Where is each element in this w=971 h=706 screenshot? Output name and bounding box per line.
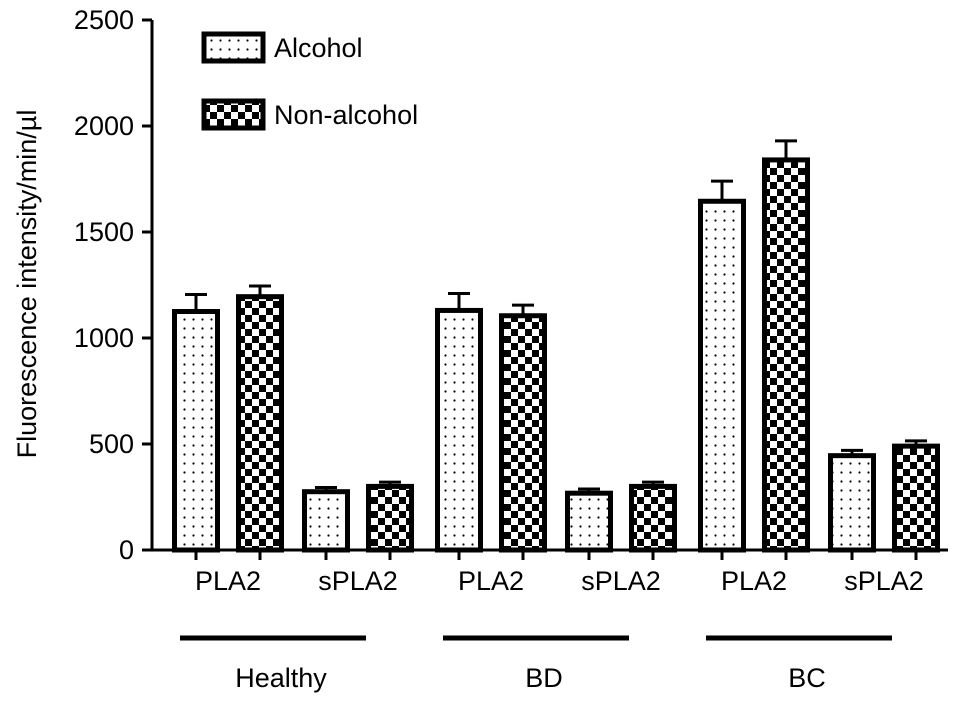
y-tick-label: 0 bbox=[119, 535, 134, 565]
x-tick-label: PLA2 bbox=[721, 566, 787, 596]
bar-alcohol bbox=[435, 307, 483, 553]
bar-non-alcohol bbox=[762, 157, 810, 553]
bar-non-alcohol bbox=[366, 483, 414, 553]
x-tick-label: PLA2 bbox=[458, 566, 524, 596]
y-tick-label: 500 bbox=[89, 429, 134, 459]
y-tick-label: 1500 bbox=[74, 217, 134, 247]
legend-swatch bbox=[201, 98, 266, 131]
legend-label: Non-alcohol bbox=[274, 100, 418, 130]
x-tick-label: sPLA2 bbox=[581, 566, 661, 596]
bar-alcohol bbox=[698, 198, 746, 553]
x-tick-label: sPLA2 bbox=[844, 566, 924, 596]
bar-alcohol bbox=[172, 309, 220, 553]
bar-alcohol bbox=[828, 453, 876, 553]
y-tick-label: 2500 bbox=[74, 5, 134, 35]
bars bbox=[151, 139, 948, 560]
x-tick-labels: PLA2 sPLA2 PLA2 sPLA2 PLA2 sPLA2 bbox=[195, 566, 924, 596]
group-label: BD bbox=[525, 663, 563, 693]
legend-swatch bbox=[201, 31, 266, 64]
y-tick-label: 1000 bbox=[74, 323, 134, 353]
x-tick-label: PLA2 bbox=[195, 566, 261, 596]
group-label: Healthy bbox=[235, 663, 327, 693]
bar-non-alcohol bbox=[499, 313, 547, 553]
y-tick-label: 2000 bbox=[74, 111, 134, 141]
bar-non-alcohol bbox=[892, 443, 940, 553]
y-ticks: 0 500 1000 1500 2000 2500 bbox=[74, 5, 152, 565]
bar-alcohol bbox=[565, 490, 613, 553]
legend-label: Alcohol bbox=[274, 33, 363, 63]
bar-alcohol bbox=[302, 489, 350, 553]
group-label: BC bbox=[788, 663, 826, 693]
legend: Alcohol Non-alcohol bbox=[201, 31, 418, 131]
bar-non-alcohol bbox=[629, 483, 677, 553]
y-axis-label: Fluorescence intensity/min/µl bbox=[12, 110, 42, 459]
group-labels: Healthy BD BC bbox=[180, 635, 892, 693]
x-tick-label: sPLA2 bbox=[318, 566, 398, 596]
bar-non-alcohol bbox=[236, 294, 284, 553]
